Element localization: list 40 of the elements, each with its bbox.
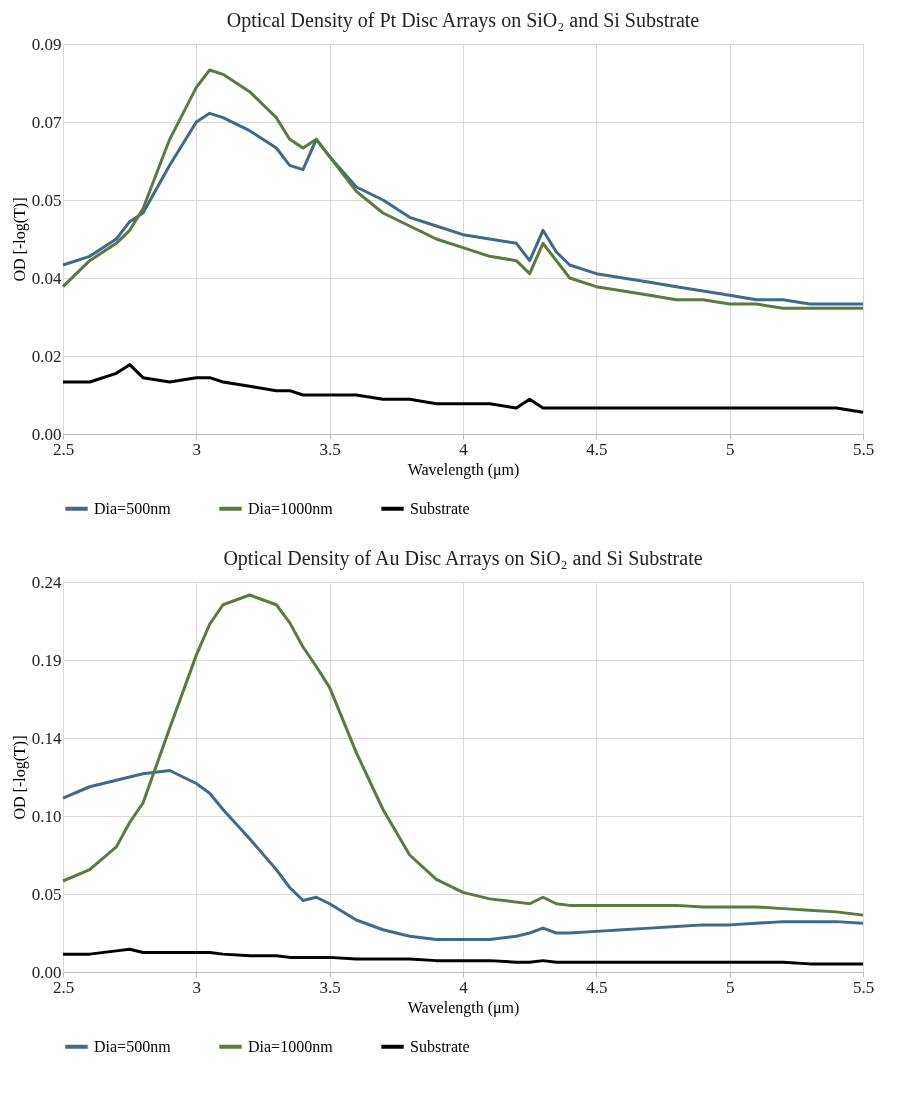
legend-label: Dia=500nm [94,1037,172,1055]
x-tick-label: 3 [192,977,202,997]
x-tick-label: 5 [725,439,735,459]
y-tick-label: 0.10 [31,806,62,826]
chart-title: Optical Density of Au Disc Arrays on SiO₂ and Si Substrate [223,547,703,570]
x-tick-label: 4 [459,439,469,459]
x-axis-title: Wavelength (μm) [407,460,520,479]
y-tick-label: 0.02 [31,346,62,366]
line-series [61,947,865,966]
x-tick-label: 4.5 [586,977,608,997]
y-tick-label: 0.05 [31,190,62,210]
legend-label: Dia=1000nm [248,1037,334,1055]
x-tick-label: 3 [192,439,202,459]
line-series [61,593,865,917]
y-tick-label: 0.19 [31,650,62,670]
x-tick-label: 3.5 [319,439,341,459]
y-tick-label: 0.04 [31,268,62,288]
x-tick-label: 5.5 [852,977,875,997]
x-tick-label: 3.5 [319,977,341,997]
line-series [61,769,865,941]
legend-label: Substrate [410,1037,470,1055]
x-tick-label: 4 [459,977,469,997]
x-tick-label: 5 [725,977,735,997]
line-series [61,68,865,310]
x-tick-label: 4.5 [586,439,608,459]
y-tick-label: 0.14 [31,728,62,748]
chart-title: Optical Density of Pt Disc Arrays on SiO₂ and Si Substrate [226,9,700,32]
legend-label: Substrate [410,499,470,517]
y-axis-title: OD [-log(T)] [10,735,29,820]
line-series [61,111,865,306]
legend-label: Dia=500nm [94,499,172,517]
y-tick-label: 0.05 [31,884,62,904]
legend-label: Dia=1000nm [248,499,334,517]
y-axis-title: OD [-log(T)] [10,197,29,282]
line-series [61,363,865,414]
y-tick-label: 0.09 [31,34,62,54]
x-tick-label: 5.5 [852,439,875,459]
y-tick-label: 0.24 [31,572,62,592]
y-tick-label: 0.07 [31,112,62,132]
x-axis-title: Wavelength (μm) [407,998,520,1017]
